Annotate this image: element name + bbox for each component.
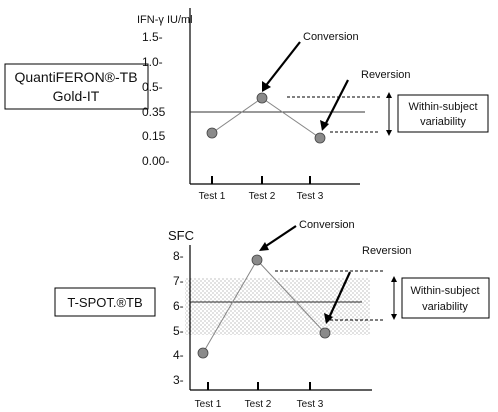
top-variability-arrowhead-down [386,130,392,136]
bottom-reversion-label: Reversion [362,245,412,257]
top-conversion-arrowhead [262,81,271,92]
bottom-assay-label-box [54,287,156,317]
bottom-y-tick-label: 4- [173,348,184,362]
bottom-y-unit-label: SFC [168,228,194,243]
top-reversion-label: Reversion [361,69,411,81]
bottom-data-point-test1 [197,347,209,359]
bottom-y-tick-label: 5- [173,324,184,338]
top-y-tick-label: 1.0- [142,55,163,69]
top-y-tick-label: 1.5- [142,30,163,44]
bottom-x-tick-label: Test 1 [195,399,222,410]
top-assay-label-line1: QuantiFERON®-TB [14,69,137,85]
top-conversion-arrow [263,41,301,89]
top-conversion-label: Conversion [303,31,359,43]
top-variability-box [397,94,489,133]
top-panel: QuantiFERON®-TB Gold-IT IFN-γ IU/ml 1.5-… [4,8,489,202]
top-y-tick-label: 0.15 [142,129,166,143]
bottom-data-point-test2 [251,254,263,266]
bottom-conversion-arrowhead [259,242,269,251]
top-assay-label-box [4,63,149,110]
top-x-tick-label: Test 3 [297,191,324,202]
bottom-variability-box [401,277,490,319]
bottom-data-point-test3 [319,327,331,339]
bottom-variability-arrowhead-down [391,314,397,320]
top-y-unit-label: IFN-γ IU/ml [137,14,193,26]
top-reversion-arrow [323,79,349,128]
bottom-conversion-label: Conversion [299,219,355,231]
bottom-x-tick-label: Test 2 [245,399,272,410]
bottom-y-tick-label: 7- [173,274,184,288]
top-variability-label-line2: variability [420,116,466,128]
bottom-variability-arrowhead-up [391,276,397,282]
bottom-y-tick-label: 8- [173,249,184,263]
bottom-variability-band [185,278,370,335]
top-series-line [211,97,321,139]
bottom-reversion-arrowhead [324,313,333,324]
bottom-panel: T-SPOT.®TB SFC 8- 7- 6- 5- 4- 3- Test 1 … [54,219,490,410]
top-variability-label-line1: Within-subject [408,101,477,113]
top-y-tick-label: 0.35 [142,105,166,119]
bottom-y-tick-label: 3- [173,373,184,387]
bottom-x-tick-label: Test 3 [297,399,324,410]
top-x-tick-label: Test 2 [249,191,276,202]
bottom-conversion-arrow [262,225,297,249]
bottom-reversion-arrow [327,271,351,321]
top-data-point-test1 [206,127,218,139]
top-reversion-arrowhead [320,120,329,131]
bottom-y-tick-label: 6- [173,299,184,313]
top-y-tick-label: 0.00- [142,154,169,168]
bottom-variability-label-line1: Within-subject [410,285,479,297]
top-x-tick-label: Test 1 [199,191,226,202]
bottom-assay-label: T-SPOT.®TB [67,295,142,310]
bottom-variability-label-line2: variability [422,301,468,313]
top-assay-label-line2: Gold-IT [53,88,100,104]
top-data-point-test3 [314,132,326,144]
top-y-tick-label: 0.5- [142,80,163,94]
top-variability-arrowhead-up [386,92,392,98]
top-data-point-test2 [256,92,268,104]
